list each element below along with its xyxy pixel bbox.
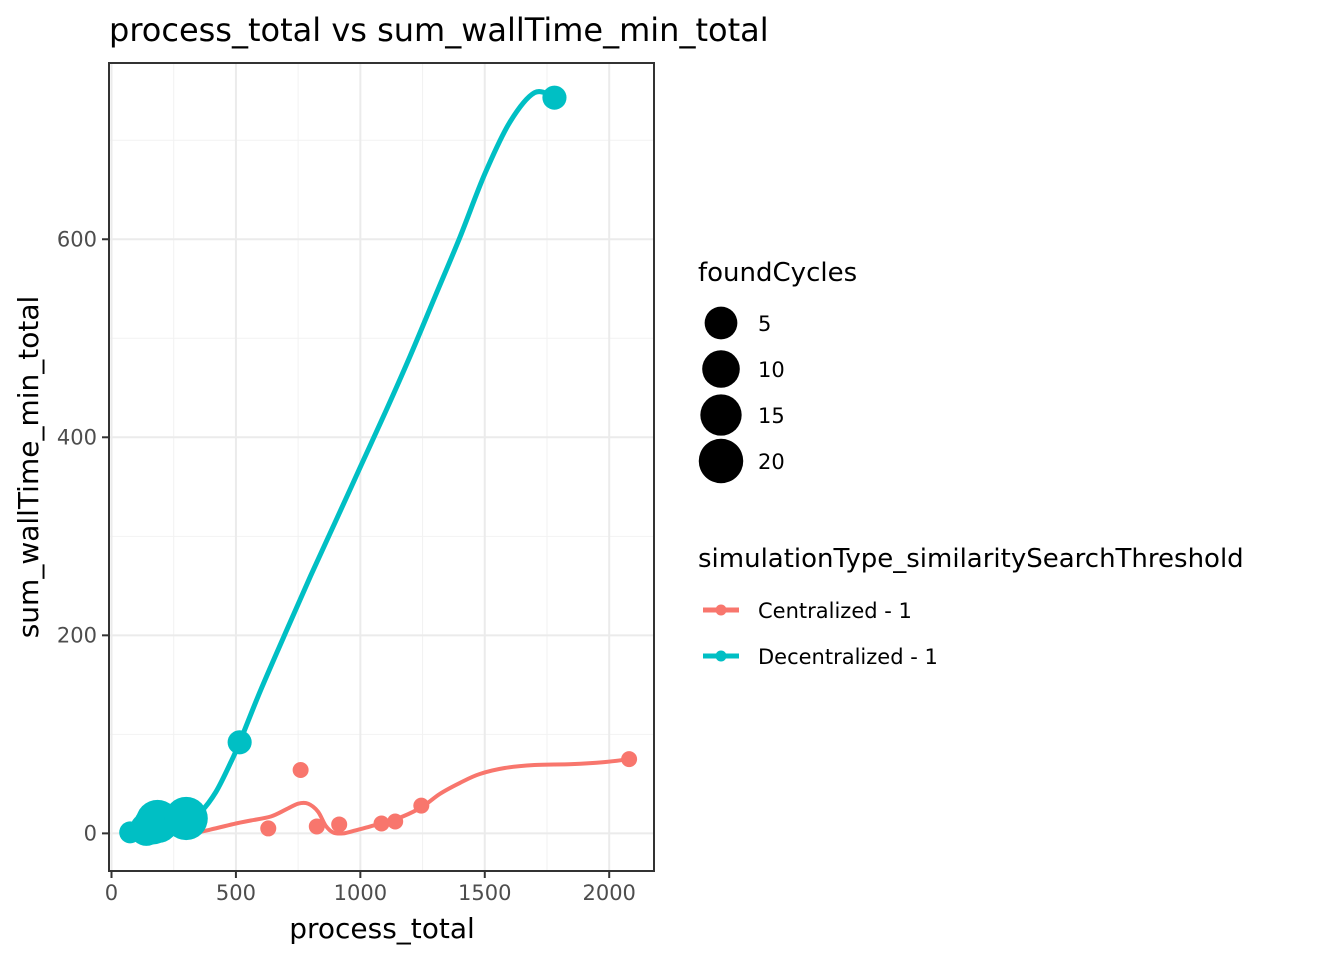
size-legend-label-3: 20 bbox=[758, 450, 785, 474]
color-legend-label-0: Centralized - 1 bbox=[758, 599, 912, 623]
x-tick-label-2: 1000 bbox=[334, 881, 387, 905]
size-legend-key-3 bbox=[698, 438, 744, 484]
data-point-0-5 bbox=[387, 813, 404, 830]
color-legend-label-1: Decentralized - 1 bbox=[758, 645, 938, 669]
size-legend-label-2: 15 bbox=[758, 404, 785, 428]
data-point-0-6 bbox=[413, 797, 430, 814]
data-point-0-4 bbox=[373, 815, 390, 832]
size-legend: foundCycles 5 10 15 20 bbox=[698, 258, 857, 484]
color-legend: simulationType_similaritySearchThreshold… bbox=[698, 544, 1244, 669]
size-legend-key-2 bbox=[700, 394, 742, 436]
data-points bbox=[119, 85, 638, 846]
color-legend-title: simulationType_similaritySearchThreshold bbox=[698, 544, 1244, 574]
color-legend-dot-0 bbox=[715, 604, 727, 616]
data-point-0-7 bbox=[621, 751, 638, 768]
y-tick-label-1: 200 bbox=[57, 623, 97, 647]
x-tick-label-0: 0 bbox=[105, 881, 118, 905]
smooth-line-0 bbox=[191, 757, 632, 836]
grid-minor bbox=[109, 63, 654, 871]
plot-background bbox=[109, 63, 654, 871]
data-point-0-3 bbox=[331, 816, 348, 833]
size-legend-key-1 bbox=[702, 350, 740, 388]
data-point-1-6 bbox=[542, 85, 567, 110]
plot-border bbox=[108, 62, 655, 872]
data-point-0-2 bbox=[308, 818, 325, 835]
color-legend-entries: Centralized - 1 Decentralized - 1 bbox=[703, 599, 938, 669]
data-point-1-4 bbox=[164, 796, 208, 841]
color-legend-dot-1 bbox=[715, 650, 727, 662]
size-legend-label-0: 5 bbox=[758, 312, 771, 336]
size-legend-title: foundCycles bbox=[698, 258, 857, 288]
y-tick-label-2: 400 bbox=[57, 425, 97, 449]
x-axis-ticks: 0 500 1000 1500 2000 bbox=[105, 871, 636, 905]
x-tick-label-1: 500 bbox=[216, 881, 256, 905]
y-axis-ticks: 0 200 400 600 bbox=[57, 227, 109, 845]
y-tick-label-0: 0 bbox=[84, 821, 97, 845]
chart-title: process_total vs sum_wallTime_min_total bbox=[109, 11, 769, 49]
x-axis-title: process_total bbox=[289, 912, 475, 945]
data-point-0-1 bbox=[292, 762, 309, 778]
x-tick-label-4: 2000 bbox=[582, 881, 635, 905]
size-legend-key-0 bbox=[704, 306, 738, 340]
data-point-0-0 bbox=[260, 820, 277, 837]
x-tick-label-3: 1500 bbox=[458, 881, 511, 905]
data-point-1-5 bbox=[227, 730, 252, 755]
size-legend-label-1: 10 bbox=[758, 358, 785, 382]
y-axis-title: sum_wallTime_min_total bbox=[12, 296, 45, 639]
size-legend-entries: 5 10 15 20 bbox=[698, 306, 785, 484]
y-tick-label-3: 600 bbox=[57, 227, 97, 251]
